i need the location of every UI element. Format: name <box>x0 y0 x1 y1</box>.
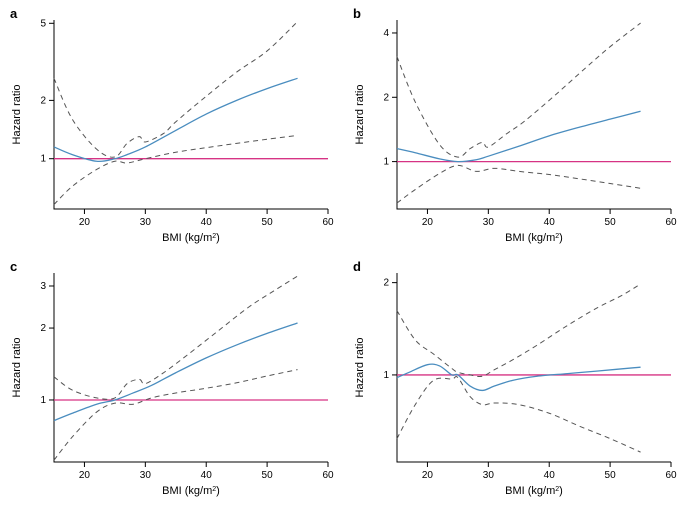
axis-frame <box>54 20 328 209</box>
y-tick-label: 5 <box>40 18 46 29</box>
x-axis-label: BMI (kg/m2) <box>505 232 563 244</box>
x-tick-label: 60 <box>665 217 677 228</box>
x-tick-label: 20 <box>421 470 433 481</box>
x-axis-label: BMI (kg/m2) <box>162 485 220 497</box>
x-tick-label: 50 <box>604 217 616 228</box>
y-tick-label: 4 <box>383 28 389 39</box>
y-axis-label: Hazard ratio <box>354 85 366 145</box>
panel-b: 20 30 40 50 60 1 2 4 BMI (kg/m2) Hazard ratio b <box>347 4 682 249</box>
x-tick-label: 30 <box>482 470 494 481</box>
y-tick-label: 2 <box>40 323 46 334</box>
ci-upper-line <box>397 284 641 377</box>
y-tick-label: 1 <box>40 395 46 406</box>
y-axis-label: Hazard ratio <box>11 85 23 145</box>
hazard-ratio-line <box>397 111 641 161</box>
hazard-ratio-line <box>54 78 298 161</box>
x-tick-label: 30 <box>140 217 152 228</box>
x-tick-label: 30 <box>140 470 152 481</box>
y-axis-label: Hazard ratio <box>11 338 23 398</box>
ci-upper-line <box>397 23 641 157</box>
x-tick-label: 20 <box>79 217 91 228</box>
y-axis-label: Hazard ratio <box>354 338 366 398</box>
x-tick-label: 20 <box>421 217 433 228</box>
y-tick-label: 2 <box>383 278 389 289</box>
x-tick-label: 60 <box>322 470 334 481</box>
x-tick-label: 50 <box>262 470 274 481</box>
ci-lower-line <box>54 135 298 204</box>
y-tick-label: 1 <box>383 157 389 168</box>
y-tick-label: 2 <box>383 92 389 103</box>
hazard-ratio-line <box>397 364 641 390</box>
ci-lower-line <box>54 370 298 461</box>
y-tick-label: 1 <box>383 370 389 381</box>
panel-letter: d <box>353 259 361 274</box>
ci-lower-line <box>397 377 641 453</box>
ci-upper-line <box>54 22 298 158</box>
x-tick-label: 40 <box>543 217 555 228</box>
axis-frame <box>54 273 328 462</box>
x-tick-label: 50 <box>262 217 274 228</box>
y-tick-label: 3 <box>40 281 46 292</box>
panel-letter: c <box>10 259 17 274</box>
y-tick-label: 1 <box>40 154 46 165</box>
panel-c: 20 30 40 50 60 1 2 3 BMI (kg/m2) Hazard ratio c <box>4 257 339 502</box>
x-tick-label: 20 <box>79 470 91 481</box>
hazard-ratio-line <box>54 323 298 421</box>
ci-lower-line <box>397 165 641 203</box>
panel-a: 20 30 40 50 60 1 2 5 BMI (kg/m2) Hazard ratio a <box>4 4 339 249</box>
x-axis-label: BMI (kg/m2) <box>505 485 563 497</box>
panel-d: 20 30 40 50 60 1 2 BMI (kg/m2) Hazard ratio d <box>347 257 682 502</box>
panel-letter: a <box>10 6 18 21</box>
x-tick-label: 40 <box>201 470 213 481</box>
x-tick-label: 60 <box>322 217 334 228</box>
x-tick-label: 50 <box>604 470 616 481</box>
x-tick-label: 40 <box>543 470 555 481</box>
ci-upper-line <box>54 276 298 399</box>
x-tick-label: 40 <box>201 217 213 228</box>
x-axis-label: BMI (kg/m2) <box>162 232 220 244</box>
x-tick-label: 60 <box>665 470 677 481</box>
y-tick-label: 2 <box>40 95 46 106</box>
panel-letter: b <box>353 6 361 21</box>
x-tick-label: 30 <box>482 217 494 228</box>
